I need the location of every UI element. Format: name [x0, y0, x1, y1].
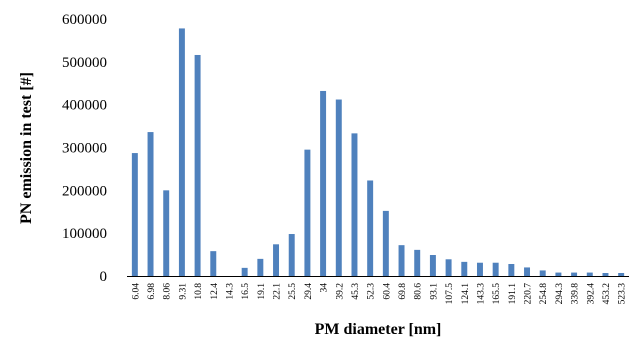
y-axis-ticks: 0 100000 200000 300000 400000 500000 600000	[62, 12, 107, 285]
x-tick-label: 124.1	[461, 283, 471, 305]
y-tick-label: 500000	[62, 55, 107, 71]
x-tick-label: 16.5	[241, 283, 251, 300]
x-tick-label: 165.5	[492, 283, 502, 305]
x-tick-label: 19.1	[257, 283, 267, 300]
x-tick-label: 25.5	[288, 283, 298, 300]
bar	[492, 262, 499, 276]
x-tick-label: 191.1	[508, 283, 518, 305]
x-tick-label: 220.7	[524, 283, 534, 305]
x-tick-label: 80.6	[414, 283, 424, 300]
x-tick-label: 29.4	[304, 283, 314, 300]
bar	[178, 28, 185, 276]
x-tick-label: 52.3	[367, 283, 377, 300]
bar-series	[131, 28, 625, 277]
bar	[147, 132, 154, 276]
x-tick-label: 6.04	[131, 283, 141, 300]
bar	[398, 245, 405, 276]
x-tick-label: 69.8	[398, 283, 408, 300]
bar	[257, 258, 264, 276]
bar	[586, 272, 593, 276]
x-tick-label: 392.4	[586, 283, 596, 305]
bar	[524, 267, 531, 276]
bar	[163, 190, 170, 276]
x-tick-label: 22.1	[273, 283, 283, 300]
bar	[476, 262, 483, 276]
bar	[241, 267, 248, 276]
y-axis-title: PN emission in test [#]	[18, 72, 35, 224]
bar	[288, 234, 295, 276]
x-tick-label: 107.5	[445, 283, 455, 305]
x-tick-label: 6.98	[147, 283, 157, 300]
x-tick-label: 10.8	[194, 283, 204, 300]
x-tick-label: 143.3	[476, 283, 486, 305]
bar	[194, 54, 201, 277]
x-tick-label: 294.3	[555, 283, 565, 305]
x-tick-label: 8.06	[163, 283, 173, 300]
bar	[602, 273, 609, 276]
y-tick-label: 200000	[62, 183, 107, 199]
bar	[508, 264, 515, 276]
y-tick-label: 300000	[62, 141, 107, 157]
bar	[131, 153, 138, 276]
bar	[351, 133, 358, 276]
x-tick-label: 60.4	[382, 283, 392, 300]
bar	[461, 261, 468, 276]
bar	[445, 259, 452, 276]
x-tick-label: 34	[320, 283, 330, 293]
x-tick-label: 339.8	[571, 283, 581, 305]
x-tick-label: 254.8	[539, 283, 549, 305]
x-tick-label: 14.3	[225, 283, 235, 300]
y-tick-label: 600000	[62, 12, 107, 28]
bar	[304, 149, 311, 276]
bar	[429, 255, 436, 276]
bar	[210, 251, 217, 276]
x-tick-label: 453.2	[602, 283, 612, 305]
bar	[414, 249, 421, 276]
bar	[335, 99, 342, 276]
bar	[367, 180, 374, 276]
x-tick-label: 9.31	[178, 283, 188, 300]
x-tick-label: 12.4	[210, 283, 220, 300]
bar	[539, 270, 546, 276]
y-tick-label: 400000	[62, 98, 107, 114]
x-axis-title: PM diameter [nm]	[315, 321, 442, 338]
bar	[571, 272, 578, 276]
bar	[382, 210, 389, 276]
x-tick-label: 45.3	[351, 283, 361, 300]
x-axis-ticks: 6.04 6.98 8.06 9.31 10.8 12.4 14.3 16.5 19.1 22.1…	[131, 283, 627, 305]
bar	[618, 273, 625, 276]
x-tick-label: 523.3	[618, 283, 628, 305]
bar	[320, 90, 327, 277]
bar	[555, 272, 562, 276]
x-tick-label: 93.1	[429, 283, 439, 300]
x-tick-label: 39.2	[335, 283, 345, 300]
y-tick-label: 100000	[62, 226, 107, 242]
bar	[273, 244, 280, 276]
y-tick-label: 0	[100, 269, 108, 285]
